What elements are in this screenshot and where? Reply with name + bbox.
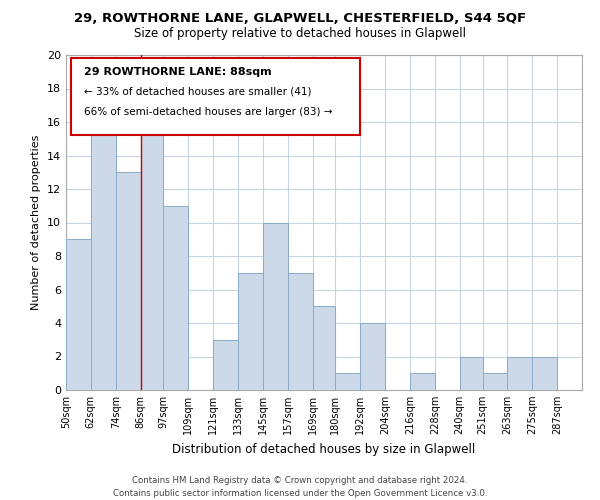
FancyBboxPatch shape [71,58,360,136]
Bar [313,306,335,390]
Bar [116,172,140,390]
Bar [532,356,557,390]
Bar [360,323,385,390]
Bar [482,373,508,390]
X-axis label: Distribution of detached houses by size in Glapwell: Distribution of detached houses by size … [172,442,476,456]
Bar [213,340,238,390]
Text: Contains HM Land Registry data © Crown copyright and database right 2024.
Contai: Contains HM Land Registry data © Crown c… [113,476,487,498]
Text: 29, ROWTHORNE LANE, GLAPWELL, CHESTERFIELD, S44 5QF: 29, ROWTHORNE LANE, GLAPWELL, CHESTERFIE… [74,12,526,26]
Bar [140,122,163,390]
Bar [238,273,263,390]
Text: Size of property relative to detached houses in Glapwell: Size of property relative to detached ho… [134,28,466,40]
Bar [288,273,313,390]
Bar [91,106,116,390]
Bar [508,356,532,390]
Text: 66% of semi-detached houses are larger (83) →: 66% of semi-detached houses are larger (… [84,107,332,117]
Bar [163,206,188,390]
Bar [263,222,288,390]
Bar [335,373,360,390]
Bar [460,356,482,390]
Y-axis label: Number of detached properties: Number of detached properties [31,135,41,310]
Text: ← 33% of detached houses are smaller (41): ← 33% of detached houses are smaller (41… [84,87,311,97]
Bar [410,373,435,390]
Text: 29 ROWTHORNE LANE: 88sqm: 29 ROWTHORNE LANE: 88sqm [84,66,272,76]
Bar [66,240,91,390]
